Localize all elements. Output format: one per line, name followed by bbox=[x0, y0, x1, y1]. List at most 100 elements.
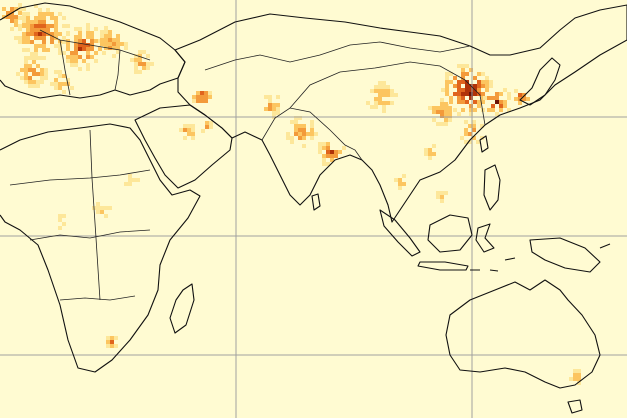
emission-cell bbox=[179, 128, 183, 132]
emission-cell bbox=[473, 108, 477, 112]
emission-cell bbox=[469, 92, 473, 96]
emission-cell bbox=[322, 142, 326, 146]
emission-cell bbox=[38, 36, 42, 40]
emission-cell bbox=[370, 89, 374, 93]
emission-cell bbox=[32, 72, 36, 76]
emission-cell bbox=[382, 109, 386, 113]
emission-cell bbox=[495, 96, 499, 100]
emission-cell bbox=[18, 3, 22, 7]
border-africa-south bbox=[59, 295, 136, 301]
emission-cell bbox=[28, 56, 32, 60]
emission-cell bbox=[473, 84, 477, 88]
emission-cell bbox=[200, 95, 204, 99]
emission-cell bbox=[38, 16, 42, 20]
emission-cell bbox=[461, 100, 465, 104]
emission-cell bbox=[457, 96, 461, 100]
emission-cell bbox=[440, 191, 444, 195]
emission-cell bbox=[104, 30, 108, 34]
emission-cell bbox=[74, 27, 78, 31]
emission-cell bbox=[298, 124, 302, 128]
emission-cell bbox=[22, 48, 26, 52]
emission-cell bbox=[476, 140, 480, 144]
emission-cell bbox=[503, 88, 507, 92]
emission-cell bbox=[440, 195, 444, 199]
emission-cell bbox=[24, 68, 28, 72]
emission-cell bbox=[507, 92, 511, 96]
emission-cell bbox=[74, 43, 78, 47]
emission-cell bbox=[18, 24, 22, 28]
emission-cell bbox=[432, 118, 436, 122]
emission-cell bbox=[70, 63, 74, 67]
emission-cell bbox=[36, 84, 40, 88]
emission-cell bbox=[469, 108, 473, 112]
emission-cell bbox=[472, 136, 476, 140]
emission-cell bbox=[449, 96, 453, 100]
border-central-asia bbox=[204, 41, 471, 71]
emission-cell bbox=[436, 122, 440, 126]
emission-cell bbox=[112, 38, 116, 42]
emission-cell bbox=[507, 108, 511, 112]
emission-cell bbox=[473, 76, 477, 80]
emission-cell bbox=[491, 108, 495, 112]
emission-cell bbox=[366, 101, 370, 105]
emission-cell bbox=[286, 132, 290, 136]
emission-cell bbox=[78, 39, 82, 43]
emission-cell bbox=[54, 32, 58, 36]
emission-cell bbox=[58, 74, 62, 78]
emission-cell bbox=[183, 128, 187, 132]
emission-cell bbox=[14, 23, 18, 27]
coastline-australia bbox=[445, 279, 601, 389]
emission-cell bbox=[290, 140, 294, 144]
emission-cell bbox=[465, 88, 469, 92]
emission-cell bbox=[334, 154, 338, 158]
emission-cell bbox=[124, 46, 128, 50]
emission-cell bbox=[30, 20, 34, 24]
emission-cell bbox=[38, 32, 42, 36]
emission-cell bbox=[146, 54, 150, 58]
coastline-tasmania bbox=[567, 399, 583, 414]
emission-cell bbox=[100, 34, 104, 38]
emission-cell bbox=[36, 64, 40, 68]
emission-cell bbox=[112, 46, 116, 50]
emission-cell bbox=[577, 369, 581, 373]
emission-cell bbox=[10, 15, 14, 19]
emission-cell bbox=[108, 30, 112, 34]
emission-cell bbox=[66, 78, 70, 82]
emission-cell bbox=[70, 59, 74, 63]
emission-cell bbox=[326, 146, 330, 150]
emission-cell bbox=[112, 42, 116, 46]
emission-cell bbox=[30, 52, 34, 56]
emission-cell bbox=[70, 55, 74, 59]
emission-cell bbox=[436, 191, 440, 195]
emission-cell bbox=[432, 144, 436, 148]
emission-cell bbox=[445, 92, 449, 96]
coastline-taiwan bbox=[479, 135, 489, 153]
emission-cell bbox=[38, 20, 42, 24]
emission-cell bbox=[448, 110, 452, 114]
emission-cell bbox=[461, 72, 465, 76]
emission-cell bbox=[294, 124, 298, 128]
emission-cell bbox=[460, 136, 464, 140]
border-india bbox=[261, 107, 363, 161]
emission-cell bbox=[378, 93, 382, 97]
emission-cell bbox=[322, 154, 326, 158]
emission-cell bbox=[32, 60, 36, 64]
emission-cell bbox=[58, 70, 62, 74]
emission-cell bbox=[461, 80, 465, 84]
emission-cell bbox=[62, 222, 66, 226]
emission-cell bbox=[326, 154, 330, 158]
emission-cell bbox=[196, 99, 200, 103]
emission-cell bbox=[86, 31, 90, 35]
emission-cell bbox=[2, 7, 6, 11]
emission-cell bbox=[58, 47, 62, 51]
emission-cell bbox=[378, 101, 382, 105]
emission-cell bbox=[322, 162, 326, 166]
emission-cell bbox=[481, 72, 485, 76]
emission-cell bbox=[58, 226, 62, 230]
emission-cell bbox=[457, 64, 461, 68]
emission-cell bbox=[444, 118, 448, 122]
emission-cell bbox=[50, 32, 54, 36]
emission-cell bbox=[34, 52, 38, 56]
